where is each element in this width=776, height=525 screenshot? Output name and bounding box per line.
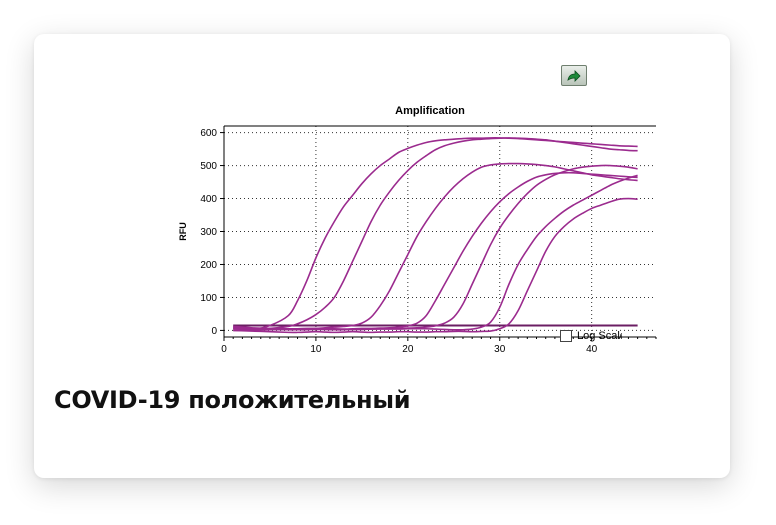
page-caption: COVID-19 положительный: [54, 386, 411, 414]
amplification-curve-4: [233, 171, 638, 330]
x-tick-label: 0: [221, 344, 227, 355]
amplification-curve-2: [233, 137, 638, 331]
amplification-chart: Amplification 0 100 200 300 400 500 600 0 10 20 30 4…: [140, 62, 660, 362]
amplification-curve-3: [233, 162, 638, 332]
x-tick-label: 40: [586, 344, 598, 355]
export-chart-button[interactable]: [561, 65, 587, 86]
x-axis-label: Cycles: [425, 361, 454, 362]
amplification-curve-7: [233, 197, 638, 334]
y-axis-label: RFU: [178, 222, 188, 241]
export-arrow-icon: [567, 69, 581, 82]
amplification-curve-6: [233, 174, 638, 331]
log-scale-toggle[interactable]: Log Scale: [560, 330, 622, 342]
y-tick-label: 500: [200, 161, 217, 172]
y-tick-label: 300: [200, 227, 217, 238]
card: Amplification 0 100 200 300 400 500 600 0 10 20 30 4…: [34, 34, 730, 478]
y-tick-label: 100: [200, 293, 217, 304]
x-tick-label: 10: [310, 344, 322, 355]
chart-svg: Amplification 0 100 200 300 400 500 600 0 10 20 30 4…: [178, 105, 657, 362]
y-tick-label: 400: [200, 194, 217, 205]
chart-title: Amplification: [395, 105, 465, 117]
y-tick-label: 200: [200, 260, 217, 271]
log-scale-label: Log Scale: [577, 330, 622, 342]
log-scale-checkbox[interactable]: [560, 330, 572, 342]
amplification-curve-1: [233, 137, 638, 331]
x-tick-label: 30: [494, 344, 506, 355]
x-tick-label: 20: [402, 344, 414, 355]
amplification-curve-5: [233, 164, 638, 331]
y-tick-label: 600: [200, 128, 217, 139]
y-tick-label: 0: [211, 326, 217, 337]
